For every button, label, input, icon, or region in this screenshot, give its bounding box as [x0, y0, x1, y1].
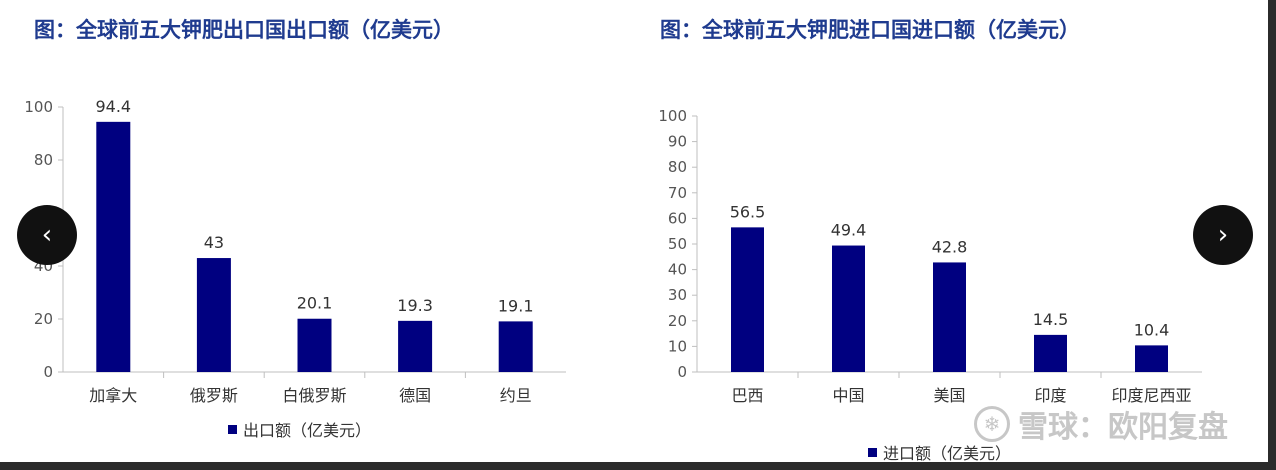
- category-label: 加拿大: [89, 386, 137, 405]
- y-tick-label: 80: [34, 151, 53, 169]
- y-tick-label: 90: [668, 133, 687, 151]
- category-label: 俄罗斯: [190, 386, 238, 405]
- y-tick-label: 100: [24, 98, 53, 116]
- category-label: 约旦: [500, 386, 532, 405]
- legend-export: 出口额（亿美元）: [228, 417, 371, 441]
- category-label: 美国: [933, 386, 965, 405]
- data-label: 43: [204, 233, 224, 252]
- legend-import: 进口额（亿美元）: [868, 440, 1011, 464]
- bar: [196, 258, 231, 372]
- export-bar-chart: 02040608010094.4加拿大43俄罗斯20.1白俄罗斯19.3德国19…: [24, 97, 566, 405]
- bar: [933, 262, 966, 372]
- bar: [832, 245, 865, 372]
- watermark-text: 雪球：欧阳复盘: [1018, 410, 1228, 445]
- y-tick-label: 0: [43, 363, 53, 381]
- data-label: 94.4: [95, 97, 131, 116]
- import-bar-chart: 0 10 20 30 40 50 60 70 80 90 100 56.5 巴西 49.4 中国 42.8 美国…: [658, 107, 1202, 405]
- legend-label: 进口额（亿美元）: [883, 444, 1012, 463]
- data-label: 14.5: [1033, 310, 1069, 329]
- bar: [297, 318, 332, 372]
- category-label: 中国: [832, 386, 864, 405]
- snowball-logo-icon: ❄: [974, 406, 1010, 442]
- chart-title-import: 图：全球前五大钾肥进口国进口额（亿美元）: [660, 18, 1080, 42]
- bar: [498, 321, 533, 372]
- y-tick-label: 70: [668, 184, 687, 202]
- data-label: 49.4: [831, 221, 867, 240]
- prev-slide-button[interactable]: ‹: [17, 205, 77, 265]
- bar: [398, 320, 433, 372]
- y-tick-label: 10: [668, 337, 687, 355]
- bar: [1135, 345, 1168, 372]
- y-tick-label: 20: [34, 310, 53, 328]
- y-tick-label: 100: [658, 107, 687, 125]
- y-tick-label: 0: [677, 363, 687, 381]
- y-tick-label: 60: [668, 209, 687, 227]
- bar: [731, 227, 764, 372]
- data-label: 20.1: [297, 294, 333, 313]
- category-label: 印度尼西亚: [1111, 386, 1191, 405]
- data-label: 10.4: [1134, 320, 1170, 339]
- y-tick-label: 40: [668, 261, 687, 279]
- y-tick-label: 20: [668, 312, 687, 330]
- bar: [1034, 334, 1067, 372]
- data-label: 42.8: [932, 237, 968, 256]
- y-tick-label: 30: [668, 286, 687, 304]
- chart-title-export: 图：全球前五大钾肥出口国出口额（亿美元）: [34, 18, 454, 42]
- category-label: 白俄罗斯: [282, 386, 346, 405]
- bar: [96, 121, 131, 372]
- data-label: 56.5: [730, 202, 766, 221]
- chevron-right-icon: ›: [1217, 220, 1229, 250]
- data-label: 19.1: [498, 296, 534, 315]
- y-tick-label: 80: [668, 158, 687, 176]
- next-slide-button[interactable]: ›: [1193, 205, 1253, 265]
- chevron-left-icon: ‹: [41, 220, 53, 250]
- category-label: 印度: [1034, 386, 1066, 405]
- category-label: 巴西: [731, 386, 763, 405]
- legend-swatch: [228, 424, 237, 434]
- y-tick-label: 50: [668, 235, 687, 253]
- data-label: 19.3: [397, 296, 433, 315]
- category-label: 德国: [399, 386, 431, 405]
- legend-swatch: [868, 447, 877, 457]
- legend-label: 出口额（亿美元）: [243, 421, 372, 440]
- watermark: ❄ 雪球：欧阳复盘: [974, 402, 1228, 446]
